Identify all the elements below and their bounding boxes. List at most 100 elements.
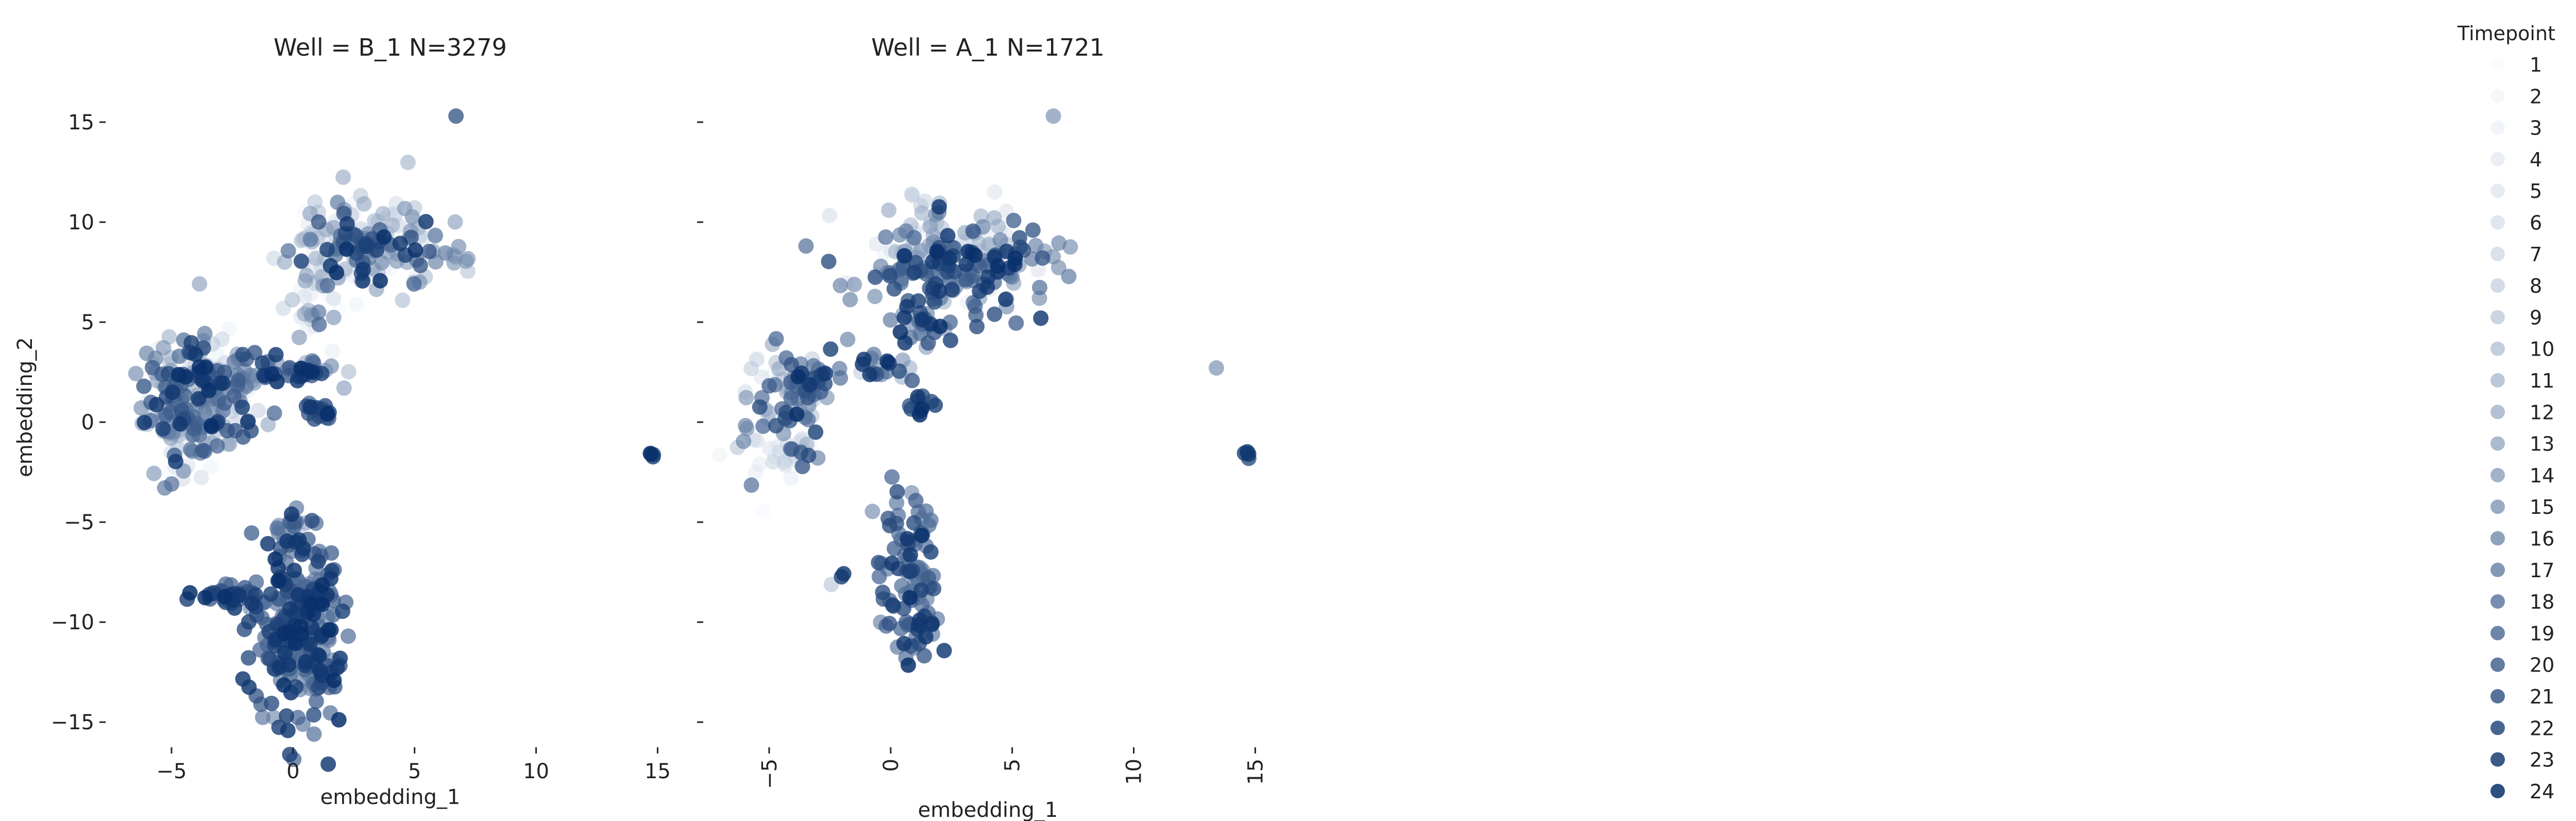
data-point (325, 343, 341, 359)
data-point (171, 367, 187, 383)
data-point (761, 378, 777, 394)
data-point (335, 169, 351, 185)
data-point (418, 214, 434, 230)
data-point (929, 243, 945, 259)
data-point (279, 533, 295, 549)
data-point (882, 268, 898, 283)
legend-marker (2490, 215, 2505, 230)
data-point (230, 373, 246, 389)
data-point (990, 258, 1006, 274)
data-point (311, 214, 327, 230)
legend-label: 7 (2530, 243, 2542, 266)
legend-label: 18 (2530, 591, 2554, 613)
legend-label: 10 (2530, 338, 2554, 361)
data-point (900, 531, 916, 547)
data-point (752, 456, 768, 472)
data-point (777, 457, 793, 473)
data-point (892, 324, 908, 340)
data-point (287, 635, 303, 651)
data-point (326, 291, 342, 307)
data-point (865, 504, 880, 520)
data-point (802, 377, 818, 393)
data-point (927, 397, 943, 413)
legend-marker (2490, 89, 2505, 104)
data-point (136, 378, 152, 394)
data-point (980, 269, 996, 285)
legend-marker (2490, 246, 2505, 261)
data-point (201, 382, 217, 398)
data-point (302, 636, 318, 652)
data-point (291, 587, 306, 603)
data-point (326, 673, 342, 688)
data-point (896, 248, 912, 264)
data-point (172, 416, 188, 432)
legend-marker (2490, 594, 2505, 609)
data-point (311, 316, 327, 332)
data-point (384, 217, 400, 233)
data-point (904, 186, 920, 202)
data-point (286, 562, 302, 578)
legend-marker (2490, 152, 2505, 166)
y-axis-label: embedding_2 (13, 337, 37, 477)
data-point (910, 617, 926, 633)
data-point (881, 202, 896, 218)
data-point (901, 657, 916, 673)
data-point (871, 568, 887, 584)
legend-marker (2490, 278, 2505, 293)
legend-label: 15 (2530, 496, 2554, 518)
data-point (458, 253, 474, 269)
data-point (299, 267, 314, 283)
x-tick-label: 0 (879, 759, 903, 772)
data-point (822, 208, 838, 224)
y-tick-label: −5 (64, 511, 94, 534)
data-point (767, 449, 783, 465)
data-point (291, 329, 307, 345)
legend-label: 19 (2530, 622, 2554, 645)
legend-label: 21 (2530, 685, 2554, 708)
data-point (217, 395, 232, 411)
legend-label: 5 (2530, 180, 2542, 203)
data-point (878, 229, 894, 245)
data-point (886, 281, 902, 297)
data-point (336, 380, 352, 396)
data-point (332, 650, 348, 666)
x-axis-label: embedding_1 (320, 785, 461, 809)
data-point (319, 242, 335, 258)
data-point (306, 606, 321, 622)
legend-marker (2490, 657, 2505, 672)
data-point (312, 663, 328, 679)
data-point (279, 708, 295, 724)
data-point (356, 196, 372, 212)
data-point (965, 268, 980, 284)
data-point (137, 414, 152, 430)
data-point (355, 273, 370, 289)
data-point (736, 433, 752, 449)
data-point (1209, 360, 1224, 376)
data-point (1006, 212, 1022, 228)
legend-marker (2490, 57, 2505, 72)
legend-label: 1 (2530, 54, 2542, 76)
data-point (339, 216, 355, 232)
data-point (241, 650, 257, 666)
data-point (308, 693, 324, 709)
data-point (338, 241, 354, 257)
data-point (1051, 235, 1067, 251)
data-point (889, 495, 905, 511)
data-point (887, 541, 902, 557)
data-point (1061, 269, 1077, 284)
data-point (164, 384, 180, 400)
data-point (924, 616, 940, 632)
data-point (941, 250, 957, 266)
data-point (222, 436, 238, 452)
data-point (269, 520, 285, 536)
legend-label: 11 (2530, 370, 2554, 392)
data-point (986, 210, 1002, 226)
data-point (335, 604, 350, 619)
legend-marker (2490, 183, 2505, 198)
data-point (904, 188, 920, 204)
data-point (297, 289, 313, 305)
y-tick-label: 5 (81, 311, 94, 334)
data-point (1239, 444, 1255, 460)
data-point (808, 424, 824, 440)
data-point (213, 375, 228, 391)
